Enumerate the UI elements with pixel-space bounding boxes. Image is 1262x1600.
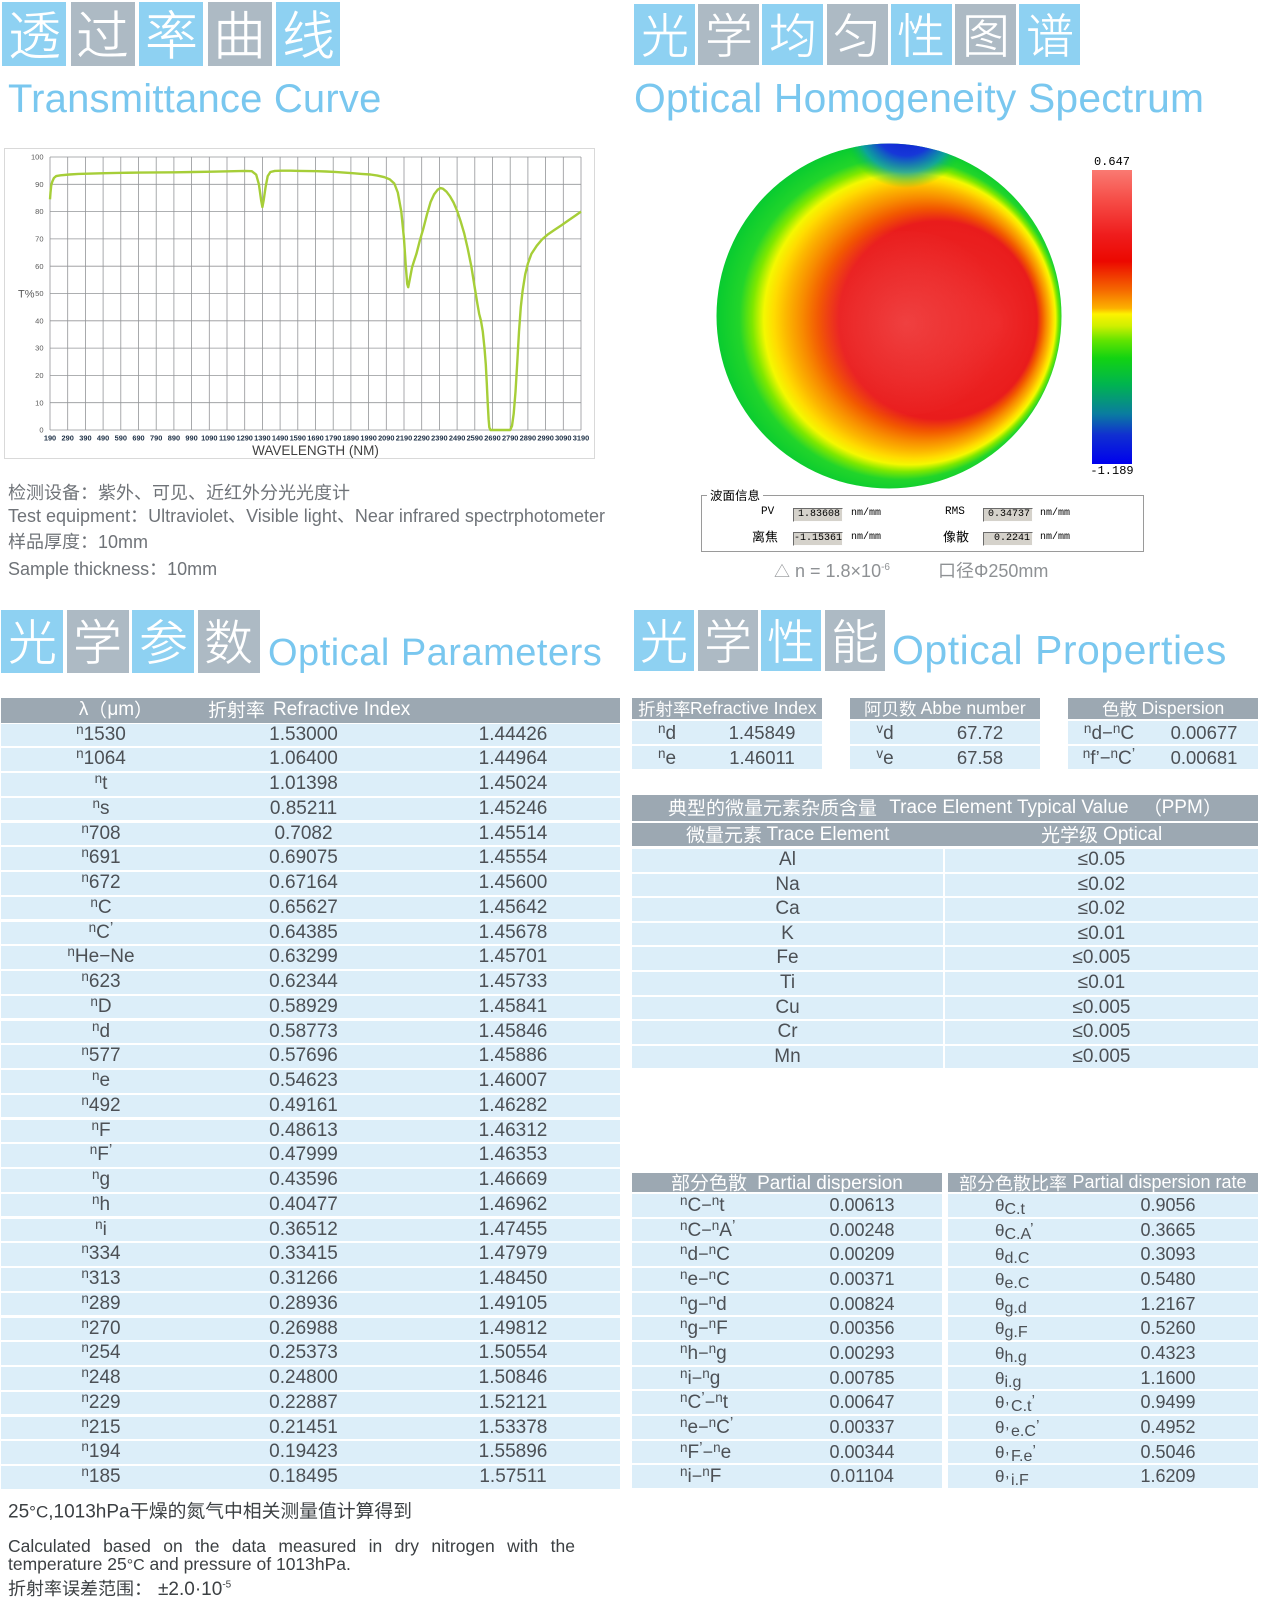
svg-text:T%: T% [18,289,35,301]
svg-text:790: 790 [150,434,162,443]
svg-text:40: 40 [35,316,43,325]
svg-text:10: 10 [35,398,43,407]
svg-text:2190: 2190 [396,434,412,443]
svg-text:1190: 1190 [219,434,235,443]
svg-text:1390: 1390 [254,434,270,443]
svg-text:0: 0 [39,426,43,435]
svg-text:1090: 1090 [201,434,217,443]
svg-text:2390: 2390 [431,434,447,443]
svg-text:590: 590 [115,434,127,443]
svg-text:20: 20 [35,371,43,380]
svg-text:990: 990 [185,434,197,443]
svg-text:1690: 1690 [307,434,323,443]
svg-text:890: 890 [168,434,180,443]
svg-text:70: 70 [35,235,43,244]
svg-text:1890: 1890 [343,434,359,443]
svg-text:1490: 1490 [272,434,288,443]
svg-text:3090: 3090 [555,434,571,443]
svg-text:190: 190 [44,434,56,443]
svg-text:2090: 2090 [378,434,394,443]
svg-text:2790: 2790 [502,434,518,443]
svg-text:1290: 1290 [236,434,252,443]
svg-text:2590: 2590 [467,434,483,443]
svg-text:690: 690 [132,434,144,443]
svg-text:2890: 2890 [520,434,536,443]
svg-text:2290: 2290 [413,434,429,443]
svg-text:30: 30 [35,344,43,353]
svg-text:80: 80 [35,207,43,216]
svg-text:100: 100 [31,153,44,162]
svg-text:2690: 2690 [484,434,500,443]
svg-text:1990: 1990 [360,434,376,443]
svg-text:290: 290 [62,434,74,443]
svg-text:60: 60 [35,262,43,271]
svg-text:2490: 2490 [449,434,465,443]
svg-text:390: 390 [79,434,91,443]
svg-text:1790: 1790 [325,434,341,443]
svg-text:90: 90 [35,180,43,189]
svg-text:2990: 2990 [537,434,553,443]
svg-text:1590: 1590 [290,434,306,443]
svg-text:3190: 3190 [573,434,589,443]
svg-text:50: 50 [35,289,43,298]
svg-text:490: 490 [97,434,109,443]
svg-text:WAVELENGTH (NM): WAVELENGTH (NM) [252,443,379,458]
